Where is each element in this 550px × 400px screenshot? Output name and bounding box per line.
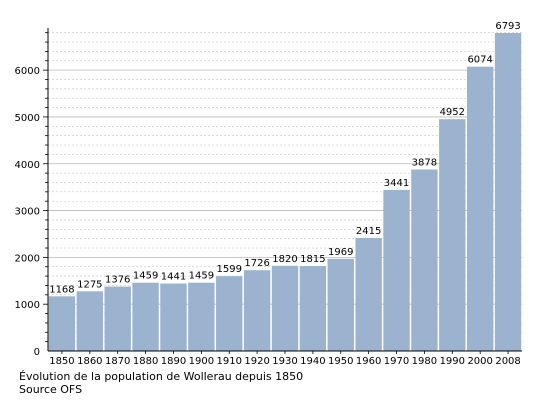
bar-1980 — [411, 169, 438, 351]
bar-1920 — [243, 270, 271, 351]
axes — [43, 28, 522, 354]
value-label-2000: 6074 — [467, 55, 492, 66]
x-tick-label-2008: 2008 — [495, 356, 520, 367]
x-tick-label-1990: 1990 — [440, 356, 465, 367]
x-tick-label-1930: 1930 — [272, 356, 297, 367]
y-tick-label-0: 0 — [34, 347, 40, 358]
bar-1990 — [439, 119, 466, 351]
value-label-1930: 1820 — [272, 254, 297, 265]
x-tick-label-1860: 1860 — [77, 356, 102, 367]
y-tick-label-4000: 4000 — [15, 160, 40, 171]
bar-1940 — [299, 266, 327, 351]
chart-caption: Évolution de la population de Wollerau d… — [19, 370, 304, 383]
bar-1900 — [188, 282, 215, 351]
x-tick-label-1910: 1910 — [217, 356, 242, 367]
value-label-1950: 1969 — [328, 247, 353, 258]
bar-1860 — [76, 291, 104, 351]
x-tick-labels: 1850 1860 1870 1880 1890 1900 1910 1920 1930 1940… — [49, 356, 521, 367]
bar-1970 — [383, 189, 410, 351]
x-tick-label-1850: 1850 — [49, 356, 74, 367]
x-tick-label-1950: 1950 — [328, 356, 353, 367]
bar-1890 — [160, 283, 187, 351]
y-tick-label-2000: 2000 — [15, 253, 40, 264]
bar-1950 — [327, 258, 354, 351]
value-label-1970: 3441 — [384, 178, 409, 189]
value-label-1870: 1376 — [105, 275, 130, 286]
x-tick-label-1980: 1980 — [412, 356, 437, 367]
bar-2008 — [494, 33, 522, 351]
x-tick-label-1870: 1870 — [105, 356, 130, 367]
value-label-1920: 1726 — [244, 258, 269, 269]
value-label-1850: 1168 — [49, 284, 74, 295]
value-label-1940: 1815 — [300, 254, 325, 265]
bar-1910 — [216, 276, 243, 351]
value-label-1890: 1441 — [161, 272, 186, 283]
bar-2000 — [466, 66, 494, 351]
x-tick-label-1900: 1900 — [189, 356, 214, 367]
value-label-1910: 1599 — [217, 264, 242, 275]
x-tick-label-1890: 1890 — [161, 356, 186, 367]
y-tick-label-1000: 1000 — [15, 300, 40, 311]
value-label-1960: 2415 — [356, 226, 381, 237]
y-tick-labels: 0 1000 2000 3000 4000 5000 6000 — [15, 66, 40, 358]
x-tick-label-1960: 1960 — [356, 356, 381, 367]
bar-1930 — [271, 265, 299, 351]
y-tick-label-6000: 6000 — [15, 66, 40, 77]
bar-1870 — [104, 286, 131, 351]
bar-1880 — [132, 282, 159, 351]
chart-source: Source OFS — [19, 383, 83, 396]
value-label-1980: 3878 — [412, 157, 437, 168]
bar-1960 — [355, 237, 382, 351]
x-tick-label-1970: 1970 — [384, 356, 409, 367]
bar-1850 — [48, 296, 76, 351]
grid-lines — [48, 32, 522, 342]
value-label-2008: 6793 — [495, 21, 520, 32]
x-tick-label-2000: 2000 — [467, 356, 492, 367]
x-tick-label-1880: 1880 — [133, 356, 158, 367]
x-tick-label-1920: 1920 — [244, 356, 269, 367]
value-label-1880: 1459 — [133, 271, 158, 282]
y-tick-label-3000: 3000 — [15, 207, 40, 218]
x-tick-label-1940: 1940 — [300, 356, 325, 367]
bars — [48, 33, 522, 351]
value-label-1990: 4952 — [440, 107, 465, 118]
value-label-1900: 1459 — [189, 271, 214, 282]
y-tick-label-5000: 5000 — [15, 113, 40, 124]
value-label-1860: 1275 — [77, 279, 102, 290]
